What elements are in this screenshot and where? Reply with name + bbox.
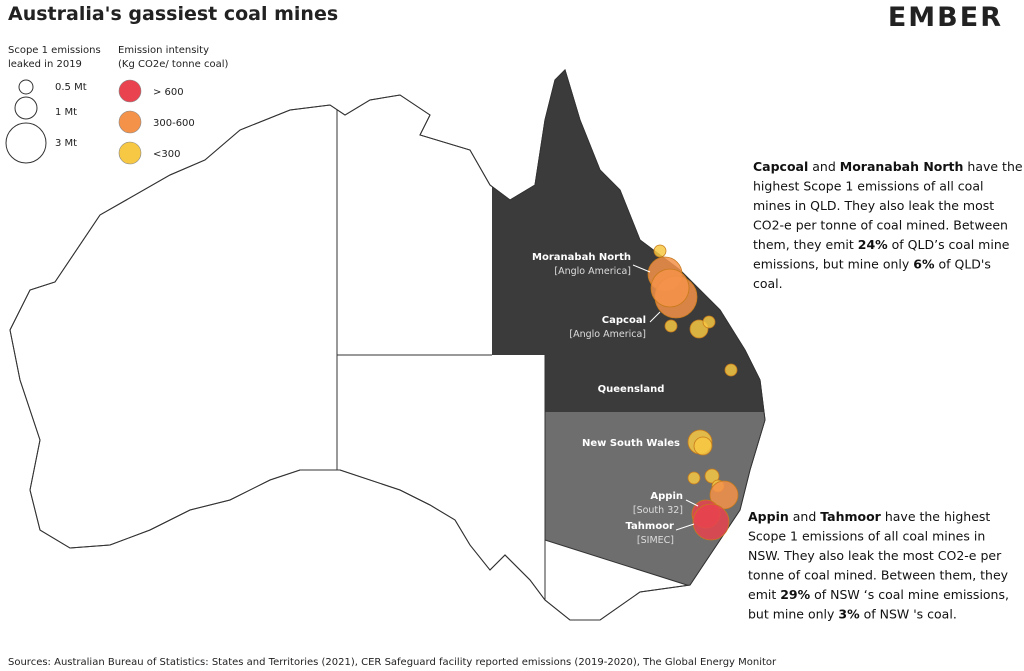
- color-label: <300: [153, 149, 180, 160]
- mines: [647, 244, 739, 541]
- mine: [704, 468, 720, 484]
- annotation-line: CO2-e per tonne of coal mined. Between: [753, 218, 1008, 233]
- annotation-line: emit 29% of NSW ‘s coal mine emissions,: [748, 587, 1009, 602]
- color-key: [118, 110, 142, 134]
- annotation-text: CO2-e per tonne of coal mined. Between: [753, 218, 1008, 233]
- annotation-text: Scope 1 emissions of all coal mines in: [748, 529, 985, 544]
- size-legend-title: leaked in 2019: [8, 59, 82, 70]
- leader-lines: [632, 264, 699, 531]
- annotation-text: of QLD’s coal mine: [888, 237, 1010, 252]
- logo: EMBER: [888, 2, 1003, 33]
- border: [544, 539, 691, 587]
- annotation-text: and: [808, 159, 839, 174]
- annotation-text: Moranabah North: [840, 159, 964, 174]
- annotation-line: Scope 1 emissions of all coal mines in: [748, 529, 985, 544]
- annotation-text: and: [789, 509, 820, 524]
- annotation-text: emissions, but mine only: [753, 257, 913, 272]
- legend: Scope 1 emissions leaked in 2019 0.5 Mt …: [5, 45, 228, 165]
- annotation-line: but mine only 3% of NSW 's coal.: [748, 607, 957, 622]
- mine: [650, 268, 690, 308]
- mine-owner: [SIMEC]: [637, 535, 674, 546]
- annotation-text: coal.: [753, 276, 783, 291]
- color-legend-title: (Kg CO2e/ tonne coal): [118, 59, 228, 70]
- size-label: 1 Mt: [55, 107, 77, 118]
- size-key: [18, 79, 34, 95]
- annotation-text: have the highest: [881, 509, 991, 524]
- annotation-text: mines in QLD. They also leak the most: [753, 198, 994, 213]
- annotation-text: Capcoal: [753, 159, 808, 174]
- annotation-line: emissions, but mine only 6% of QLD's: [753, 257, 991, 272]
- annotation-line: tonne of coal mined. Between them, they: [748, 568, 1009, 583]
- new-south-wales: [545, 412, 765, 586]
- annotation-text: 24%: [858, 237, 888, 252]
- annotation-line: highest Scope 1 emissions of all coal: [753, 179, 983, 194]
- mine: [693, 436, 713, 456]
- annotation-text: of NSW ‘s coal mine emissions,: [810, 587, 1009, 602]
- annotation-line: them, they emit 24% of QLD’s coal mine: [753, 237, 1010, 252]
- color-key: [118, 141, 142, 165]
- annotation-text: 6%: [913, 257, 935, 272]
- annotation-text: have the: [963, 159, 1022, 174]
- annotation-line: coal.: [753, 276, 783, 291]
- size-key: [5, 122, 47, 164]
- annotation-text: of NSW 's coal.: [860, 607, 957, 622]
- mine: [702, 315, 716, 329]
- mine: [687, 471, 701, 485]
- color-key: [118, 79, 142, 103]
- annotation-text: tonne of coal mined. Between them, they: [748, 568, 1009, 583]
- annotation-text: Tahmoor: [820, 509, 881, 524]
- mine-name: Moranabah North: [532, 252, 631, 263]
- size-label: 3 Mt: [55, 138, 77, 149]
- annotation-text: NSW. They also leak the most CO2-e per: [748, 548, 1002, 563]
- color-label: > 600: [153, 87, 184, 98]
- mine-name: Capcoal: [602, 315, 646, 326]
- annotation-text: 29%: [780, 587, 810, 602]
- color-label: 300-600: [153, 118, 195, 129]
- annotation-line: NSW. They also leak the most CO2-e per: [748, 548, 1002, 563]
- annotation-text: but mine only: [748, 607, 838, 622]
- state-label: New South Wales: [582, 438, 680, 449]
- mine-owner: [Anglo America]: [554, 266, 631, 277]
- state-label: Queensland: [598, 384, 665, 395]
- mine-name: Appin: [650, 491, 683, 502]
- annotation-line: Capcoal and Moranabah North have the: [753, 159, 1023, 174]
- size-key: [14, 96, 38, 120]
- source: Sources: Australian Bureau of Statistics…: [8, 657, 777, 668]
- annotation-text: Appin: [748, 509, 789, 524]
- annotation-line: Appin and Tahmoor have the highest: [748, 509, 990, 524]
- mine: [664, 319, 678, 333]
- mine: [724, 363, 738, 377]
- title: Australia's gassiest coal mines: [8, 3, 338, 25]
- coastline: [9, 69, 766, 621]
- size-label: 0.5 Mt: [55, 82, 87, 93]
- annotation-text: 3%: [838, 607, 860, 622]
- size-legend-title: Scope 1 emissions: [8, 45, 101, 56]
- annotation-text: highest Scope 1 emissions of all coal: [753, 179, 983, 194]
- mine: [653, 244, 667, 258]
- mine-owner: [South 32]: [633, 505, 683, 516]
- mine-owner: [Anglo America]: [569, 329, 646, 340]
- annotation-text: emit: [748, 587, 780, 602]
- annotation-line: mines in QLD. They also leak the most: [753, 198, 994, 213]
- annotations: Capcoal and Moranabah North have the high…: [748, 159, 1023, 622]
- annotation-text: of QLD's: [934, 257, 990, 272]
- mine-name: Tahmoor: [626, 521, 675, 532]
- mine: [692, 503, 730, 541]
- color-legend-title: Emission intensity: [118, 45, 209, 56]
- annotation-text: them, they emit: [753, 237, 858, 252]
